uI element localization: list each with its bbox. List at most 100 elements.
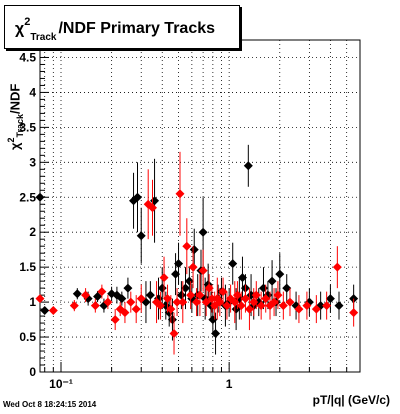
data-point-red xyxy=(163,294,173,304)
data-point-red xyxy=(159,273,169,283)
data-point-red xyxy=(204,283,214,293)
data-point-red xyxy=(244,304,254,314)
data-point-red xyxy=(218,287,228,297)
data-point-black xyxy=(267,276,277,286)
marks-layer xyxy=(35,144,359,355)
y-tick-label: 1.5 xyxy=(19,260,36,274)
grid-layer xyxy=(40,40,361,373)
data-point-red xyxy=(232,290,242,300)
data-point-red xyxy=(178,297,188,307)
data-point-black xyxy=(184,276,194,286)
data-point-red xyxy=(155,301,165,311)
data-point-red xyxy=(131,304,141,314)
data-point-red xyxy=(240,294,250,304)
data-point-red xyxy=(222,301,232,311)
data-point-black xyxy=(157,283,167,293)
ylabel-chi: χ xyxy=(7,142,23,150)
data-point-red xyxy=(120,308,130,318)
data-point-black xyxy=(325,294,335,304)
data-point-red xyxy=(349,308,359,318)
data-point-black xyxy=(40,305,50,315)
y-axis-label: χ2Track/NDF xyxy=(6,84,25,150)
data-point-red xyxy=(256,301,266,311)
data-point-red xyxy=(195,290,205,300)
title-rest: /NDF Primary Tracks xyxy=(58,20,216,38)
data-point-red xyxy=(182,241,192,251)
data-point-black xyxy=(117,294,127,304)
data-point-red xyxy=(251,290,261,300)
data-point-red xyxy=(332,262,342,272)
y-tick-label: 3 xyxy=(29,155,36,169)
data-point-red xyxy=(278,301,288,311)
data-point-black xyxy=(189,245,199,255)
data-point-red xyxy=(69,301,79,311)
data-point-red xyxy=(136,294,146,304)
data-point-red xyxy=(285,297,295,307)
data-point-black xyxy=(132,192,142,202)
data-point-black xyxy=(198,227,208,237)
data-point-red xyxy=(97,287,107,297)
data-point-red xyxy=(166,304,176,314)
data-point-red xyxy=(188,262,198,272)
axis-layer: 0 0.5 1 1.5 2 2.5 3 3.5 4 4.5 10⁻¹ 1 xyxy=(19,42,361,391)
data-point-black xyxy=(243,161,253,171)
title-box: χ2 Track/NDF Primary Tracks xyxy=(4,5,240,49)
data-point-red xyxy=(322,301,332,311)
data-point-red xyxy=(172,297,182,307)
y-tick-label: 2.5 xyxy=(19,190,36,204)
data-point-red xyxy=(147,203,157,213)
data-point-red xyxy=(48,305,58,315)
ylabel-rest: /NDF xyxy=(7,83,23,114)
data-point-red xyxy=(81,290,91,300)
data-point-red xyxy=(311,304,321,314)
data-point-red xyxy=(126,297,136,307)
timestamp: Wed Oct 8 18:24:15 2014 xyxy=(3,400,97,409)
y-tick-label: 4 xyxy=(29,85,36,99)
y-tick-label: 2 xyxy=(29,225,36,239)
data-point-red xyxy=(35,294,45,304)
data-point-black xyxy=(35,192,45,202)
data-point-black xyxy=(167,315,177,325)
data-point-red xyxy=(90,301,100,311)
data-point-red xyxy=(273,290,283,300)
data-point-red xyxy=(269,297,279,307)
data-point-black xyxy=(171,269,181,279)
title-sup: 2 xyxy=(24,16,31,28)
y-tick-label: 0.5 xyxy=(19,330,36,344)
data-point-red xyxy=(236,301,246,311)
data-point-black xyxy=(258,283,268,293)
data-point-black xyxy=(72,289,82,299)
title-sub: Track xyxy=(30,31,57,43)
x-tick-label: 1 xyxy=(226,377,233,391)
data-point-red xyxy=(169,329,179,339)
data-point-black xyxy=(334,301,344,311)
ylabel-sup: 2 xyxy=(6,137,16,143)
data-point-black xyxy=(237,273,247,283)
data-point-red xyxy=(261,294,271,304)
data-point-red xyxy=(175,189,185,199)
ylabel-sub: Track xyxy=(14,113,25,138)
x-axis-label: pT/|q| (GeV/c) xyxy=(312,393,390,407)
data-point-black xyxy=(211,329,221,339)
y-tick-label: 4.5 xyxy=(19,50,36,64)
data-point-red xyxy=(110,315,120,325)
data-point-red xyxy=(186,290,196,300)
data-point-black xyxy=(275,269,285,279)
data-point-red xyxy=(215,297,225,307)
y-tick-label: 3.5 xyxy=(19,120,36,134)
y-tick-label: 0 xyxy=(29,365,36,379)
data-point-black xyxy=(123,283,133,293)
data-point-black xyxy=(176,290,186,300)
data-point-black xyxy=(145,290,155,300)
data-point-black xyxy=(174,259,184,269)
data-point-red xyxy=(198,266,208,276)
title-chi: χ xyxy=(15,20,25,38)
plot-frame xyxy=(39,39,361,373)
data-point-black xyxy=(136,231,146,241)
x-tick-label: 10⁻¹ xyxy=(49,377,73,391)
data-point-red xyxy=(294,304,304,314)
y-tick-label: 1 xyxy=(29,295,36,309)
data-point-red xyxy=(192,297,202,307)
data-point-black xyxy=(282,283,292,293)
